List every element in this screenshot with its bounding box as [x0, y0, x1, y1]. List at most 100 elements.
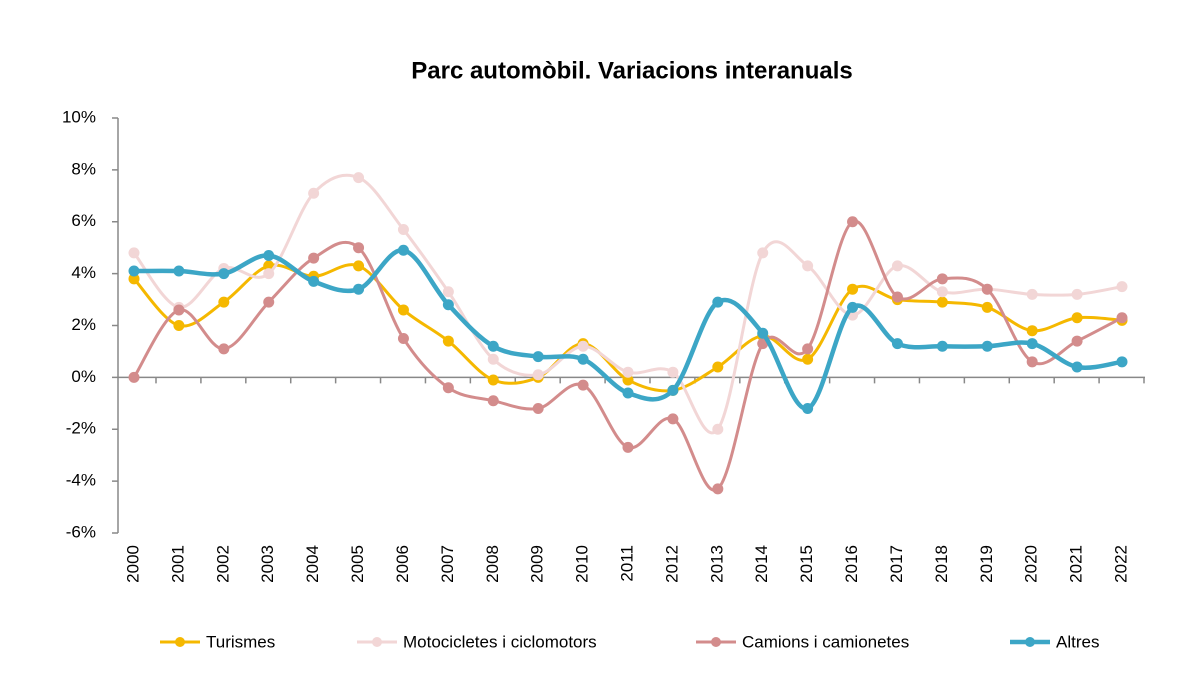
- y-tick-label: -2%: [66, 419, 96, 438]
- data-point: [128, 273, 140, 285]
- legend-label: Altres: [1056, 632, 1099, 651]
- legend-marker: [372, 637, 382, 647]
- data-point: [173, 265, 185, 277]
- legend-marker: [711, 637, 721, 647]
- legend-label: Motocicletes i ciclomotors: [403, 632, 597, 651]
- data-point: [622, 374, 634, 386]
- data-point: [442, 286, 454, 298]
- x-tick-label: 2012: [662, 545, 681, 583]
- data-point: [712, 423, 724, 435]
- x-tick-label: 2006: [393, 545, 412, 583]
- data-point: [802, 403, 814, 414]
- data-point: [891, 260, 903, 272]
- data-point: [667, 413, 679, 425]
- data-point: [981, 340, 993, 352]
- y-tick-label: 0%: [71, 367, 96, 386]
- legend-marker: [175, 637, 185, 647]
- data-point: [353, 172, 365, 184]
- data-point: [667, 384, 679, 396]
- x-tick-label: 2016: [842, 545, 861, 583]
- y-tick-label: 2%: [71, 315, 96, 334]
- x-tick-label: 2002: [213, 545, 232, 583]
- data-point: [1026, 356, 1038, 368]
- data-point: [712, 483, 724, 495]
- data-point: [218, 268, 230, 280]
- data-point: [577, 340, 589, 352]
- data-point: [981, 283, 993, 295]
- x-tick-label: 2022: [1111, 545, 1130, 583]
- data-point: [128, 265, 140, 277]
- data-point: [353, 260, 365, 272]
- data-point: [847, 301, 859, 313]
- data-point: [667, 366, 679, 378]
- data-point: [128, 371, 140, 383]
- data-point: [308, 275, 320, 287]
- data-point: [218, 296, 230, 308]
- data-point: [173, 320, 185, 331]
- data-point: [1071, 288, 1083, 300]
- data-point: [397, 244, 409, 256]
- data-point: [532, 351, 544, 363]
- data-point: [442, 382, 454, 394]
- data-point: [577, 353, 589, 365]
- data-point: [936, 296, 948, 308]
- x-tick-label: 2021: [1067, 545, 1086, 583]
- chart-title: Parc automòbil. Variacions interanuals: [411, 57, 852, 84]
- data-point: [802, 343, 814, 355]
- data-point: [622, 366, 634, 378]
- x-tick-label: 2020: [1022, 545, 1041, 583]
- data-point: [1071, 361, 1083, 373]
- data-point: [263, 249, 275, 261]
- data-point: [487, 340, 499, 352]
- data-point: [308, 252, 320, 264]
- data-point: [981, 301, 993, 313]
- x-tick-label: 2005: [348, 545, 367, 583]
- data-point: [532, 403, 544, 414]
- data-point: [397, 332, 409, 344]
- data-point: [936, 286, 948, 298]
- x-tick-label: 2003: [258, 545, 277, 583]
- y-tick-label: -6%: [66, 522, 96, 541]
- data-point: [218, 343, 230, 355]
- data-point: [1116, 356, 1128, 368]
- data-point: [128, 247, 140, 259]
- data-point: [1026, 288, 1038, 300]
- data-point: [622, 387, 634, 399]
- data-point: [263, 296, 275, 308]
- data-point: [936, 273, 948, 285]
- data-point: [353, 242, 365, 254]
- x-tick-label: 2001: [168, 545, 187, 583]
- data-point: [622, 441, 634, 453]
- x-tick-label: 2009: [528, 545, 547, 583]
- y-tick-label: 6%: [71, 211, 96, 230]
- x-tick-label: 2007: [438, 545, 457, 583]
- y-tick-label: 10%: [62, 107, 96, 126]
- x-tick-label: 2014: [752, 545, 771, 583]
- data-point: [487, 374, 499, 386]
- data-point: [1116, 312, 1128, 324]
- data-point: [847, 283, 859, 295]
- series: [128, 244, 1128, 414]
- data-point: [1116, 281, 1128, 293]
- legend-label: Turismes: [206, 632, 275, 651]
- data-point: [173, 304, 185, 316]
- data-point: [532, 369, 544, 381]
- data-point: [802, 353, 814, 365]
- legend-marker: [1025, 637, 1035, 647]
- data-point: [263, 268, 275, 280]
- data-point: [1071, 312, 1083, 324]
- data-point: [757, 327, 769, 339]
- data-point: [891, 291, 903, 303]
- data-point: [487, 353, 499, 365]
- data-point: [712, 361, 724, 373]
- data-point: [487, 395, 499, 407]
- data-point: [891, 338, 903, 350]
- y-tick-label: 4%: [71, 263, 96, 282]
- data-point: [1026, 325, 1038, 337]
- x-tick-label: 2008: [483, 545, 502, 583]
- data-point: [442, 335, 454, 347]
- data-point: [1026, 338, 1038, 350]
- data-point: [397, 304, 409, 316]
- legend-label: Camions i camionetes: [742, 632, 909, 651]
